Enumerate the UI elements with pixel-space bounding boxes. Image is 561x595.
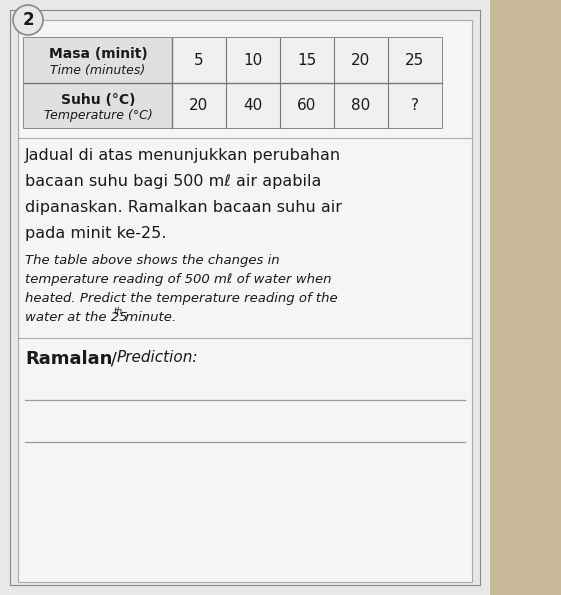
Bar <box>24 38 172 83</box>
Bar <box>172 38 226 83</box>
Text: dipanaskan. Ramalkan bacaan suhu air: dipanaskan. Ramalkan bacaan suhu air <box>25 200 342 215</box>
Text: heated. Predict the temperature reading of the: heated. Predict the temperature reading … <box>25 292 338 305</box>
Bar <box>280 83 334 128</box>
Bar <box>334 38 388 83</box>
Text: Ramalan: Ramalan <box>25 350 112 368</box>
Text: 60: 60 <box>297 98 317 113</box>
Text: pada minit ke-25.: pada minit ke-25. <box>25 226 167 241</box>
Text: The table above shows the changes in: The table above shows the changes in <box>25 254 279 267</box>
Text: Time (minutes): Time (minutes) <box>50 64 146 77</box>
Bar <box>172 83 226 128</box>
Text: Temperature (°C): Temperature (°C) <box>44 109 153 122</box>
Circle shape <box>13 5 43 35</box>
Text: Masa (minit): Masa (minit) <box>49 48 148 61</box>
Text: bacaan suhu bagi 500 mℓ air apabila: bacaan suhu bagi 500 mℓ air apabila <box>25 174 321 189</box>
Text: 20: 20 <box>190 98 209 113</box>
Bar <box>388 38 442 83</box>
Text: temperature reading of 500 mℓ of water when: temperature reading of 500 mℓ of water w… <box>25 273 332 286</box>
Bar <box>0 0 490 595</box>
Text: Suhu (°C): Suhu (°C) <box>61 92 135 107</box>
Text: Prediction:: Prediction: <box>117 350 199 365</box>
Text: /: / <box>105 350 123 368</box>
Text: ?: ? <box>411 98 419 113</box>
Text: 40: 40 <box>243 98 263 113</box>
Bar <box>226 83 280 128</box>
Text: 10: 10 <box>243 53 263 68</box>
Text: Jadual di atas menunjukkan perubahan: Jadual di atas menunjukkan perubahan <box>25 148 341 163</box>
Text: 15: 15 <box>297 53 316 68</box>
Bar <box>280 38 334 83</box>
Text: 20: 20 <box>351 53 371 68</box>
Text: 5: 5 <box>194 53 204 68</box>
Bar <box>24 83 172 128</box>
Bar <box>334 83 388 128</box>
Text: 2: 2 <box>22 11 34 29</box>
Bar <box>24 38 442 128</box>
Text: 25: 25 <box>406 53 425 68</box>
Text: water at the 25: water at the 25 <box>25 311 127 324</box>
Text: th: th <box>113 307 122 316</box>
Bar <box>388 83 442 128</box>
Bar <box>226 38 280 83</box>
Bar <box>18 20 472 582</box>
Text: 80: 80 <box>351 98 371 113</box>
Text: minute.: minute. <box>121 311 176 324</box>
